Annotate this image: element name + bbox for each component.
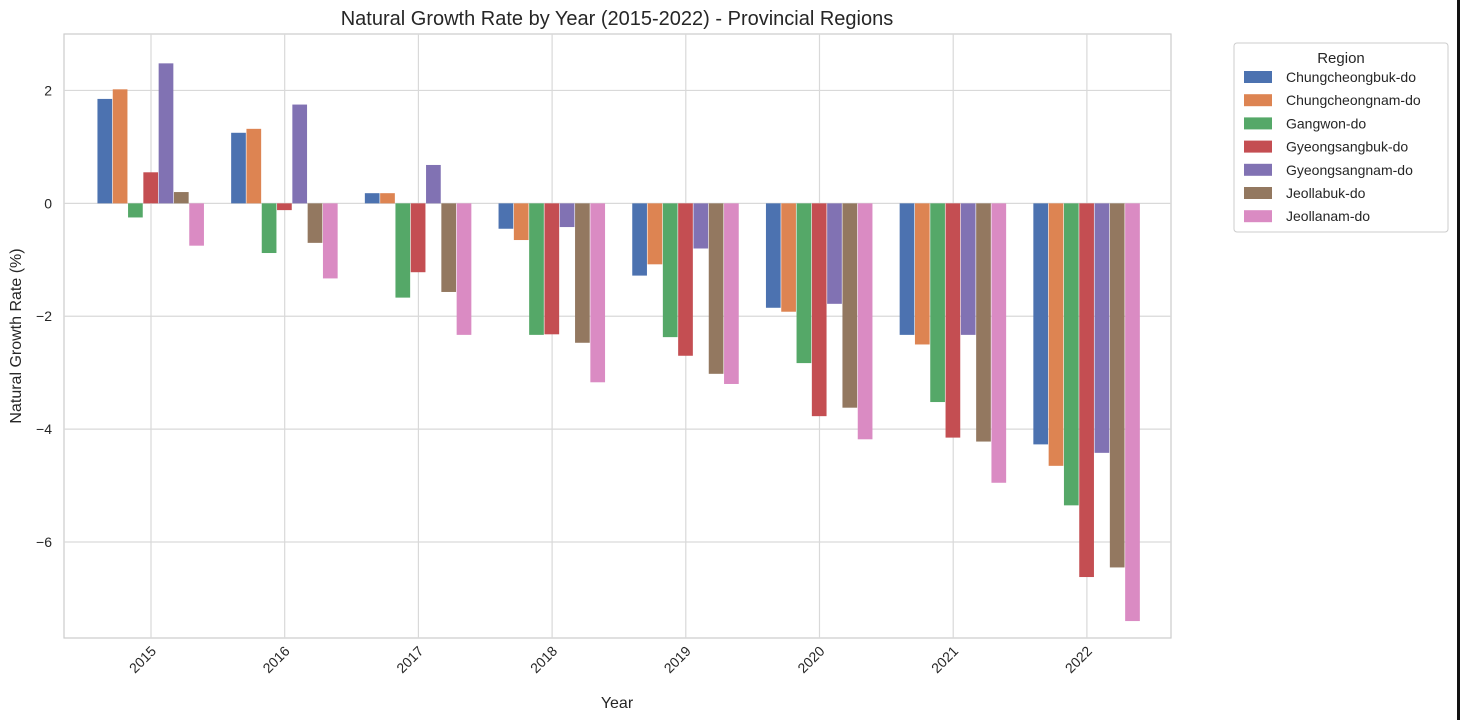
bar — [930, 203, 945, 403]
bar — [529, 203, 544, 335]
bar — [277, 203, 292, 211]
bar — [632, 203, 647, 276]
bar — [143, 172, 159, 204]
x-tick-label: 2017 — [393, 643, 426, 676]
x-axis-label: Year — [601, 695, 634, 712]
bar — [307, 203, 323, 243]
bar — [231, 132, 246, 204]
bar — [976, 203, 991, 442]
x-axis-ticks: 2015 2016 2017 2018 2019 2020 2021 2022 — [126, 643, 1095, 676]
bar — [544, 203, 560, 335]
legend-frame — [1233, 42, 1449, 233]
bar — [678, 203, 693, 356]
bar — [590, 203, 606, 383]
bar — [827, 203, 842, 304]
window-edge — [1457, 0, 1460, 720]
legend-swatch — [1244, 117, 1272, 130]
x-tick-label: 2018 — [527, 643, 560, 676]
bars — [97, 63, 1140, 622]
y-tick-label: −6 — [36, 534, 52, 550]
bar — [899, 203, 915, 335]
bar — [1033, 203, 1049, 445]
bar — [128, 203, 143, 218]
bar — [112, 89, 128, 204]
legend-swatch — [1244, 71, 1272, 83]
legend-label: Gyeongsangbuk-do — [1286, 139, 1408, 155]
bar — [1063, 203, 1079, 506]
bar — [842, 203, 858, 408]
bar — [498, 203, 514, 229]
legend-label: Chungcheongnam-do — [1286, 92, 1421, 108]
legend-label: Gyeongsangnam-do — [1286, 162, 1413, 178]
legend-label: Jeollabuk-do — [1286, 185, 1366, 201]
bar — [1079, 203, 1094, 578]
legend-items: Chungcheongbuk-do Chungcheongnam-do Gangwo… — [1244, 69, 1421, 224]
bar — [559, 203, 575, 228]
x-tick-label: 2016 — [259, 643, 292, 676]
x-tick-label: 2020 — [794, 643, 827, 676]
bar — [189, 203, 204, 246]
bar — [1094, 203, 1110, 453]
y-tick-label: 2 — [44, 82, 52, 98]
legend: Region Chungcheongbuk-do Chungcheongnam-d… — [1233, 42, 1449, 233]
bar — [662, 203, 678, 338]
bar — [647, 203, 663, 265]
bar — [261, 203, 277, 254]
bar — [410, 203, 426, 273]
bar — [441, 203, 457, 292]
bar — [426, 164, 441, 204]
x-tick-label: 2019 — [661, 643, 694, 676]
x-tick-label: 2015 — [126, 643, 159, 676]
bar — [97, 98, 113, 204]
bar — [158, 63, 174, 204]
bar — [796, 203, 812, 364]
bar — [292, 104, 308, 204]
legend-label: Chungcheongbuk-do — [1286, 69, 1416, 85]
legend-swatch — [1244, 210, 1272, 223]
bar — [708, 203, 724, 374]
bar — [811, 203, 827, 417]
legend-label: Gangwon-do — [1286, 115, 1366, 131]
bar — [364, 193, 380, 204]
x-tick-label: 2022 — [1062, 643, 1095, 676]
bar — [322, 203, 338, 279]
bar — [456, 203, 472, 335]
bar — [395, 203, 411, 298]
legend-swatch — [1244, 140, 1272, 153]
legend-swatch — [1244, 94, 1272, 107]
legend-swatch — [1244, 163, 1272, 176]
bar — [1125, 203, 1140, 622]
bar — [513, 203, 529, 241]
legend-swatch — [1244, 187, 1272, 199]
bar — [1048, 203, 1064, 466]
y-tick-label: −4 — [36, 421, 52, 437]
y-axis-label: Natural Growth Rate (%) — [8, 248, 25, 423]
bar — [380, 193, 395, 204]
chart-title: Natural Growth Rate by Year (2015-2022) … — [341, 8, 894, 30]
y-tick-label: −2 — [36, 308, 52, 324]
bar — [765, 203, 781, 308]
legend-title: Region — [1317, 50, 1365, 67]
bar — [1109, 203, 1125, 568]
bar — [246, 128, 262, 204]
bar — [914, 203, 930, 345]
bar — [724, 203, 739, 384]
legend-label: Jeollanam-do — [1286, 208, 1370, 224]
bar — [575, 203, 590, 343]
bar — [945, 203, 961, 438]
bar — [693, 203, 709, 249]
bar — [960, 203, 976, 335]
bar — [781, 203, 796, 312]
bar — [857, 203, 873, 440]
x-tick-label: 2021 — [928, 643, 961, 676]
bar — [991, 203, 1007, 483]
y-axis-ticks: 2 0 −2 −4 −6 — [36, 82, 52, 550]
bar — [173, 192, 189, 204]
y-tick-label: 0 — [44, 195, 52, 211]
